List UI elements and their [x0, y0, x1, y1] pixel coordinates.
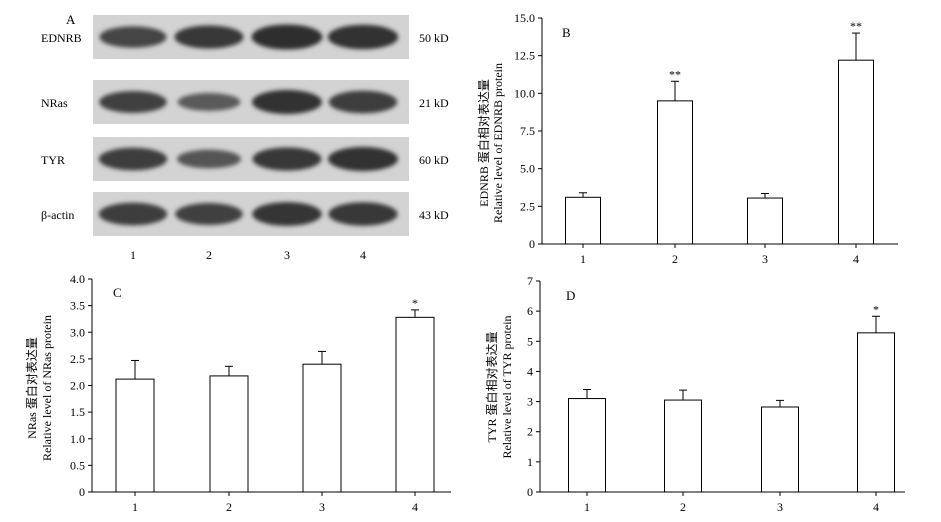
significance-marker: * [412, 296, 418, 310]
significance-marker: ** [850, 19, 862, 33]
nras-bar-chart: C NRas 蛋白对表达量 Relative level of NRas pro… [24, 272, 451, 514]
y-tick-label: 1 [527, 455, 533, 469]
ednrb-bar-chart: B EDNRB 蛋白相对表达量 Relative level of EDNRB … [476, 11, 898, 266]
blot-row: NRas 21 kD [41, 80, 449, 124]
bar [395, 316, 435, 493]
y-tick-label: 5.0 [520, 162, 535, 176]
y-tick-label: 15.0 [514, 11, 535, 25]
protein-label: TYR [41, 153, 65, 167]
molecular-weight-label: 21 kD [419, 96, 449, 110]
blot-row: TYR 60 kD [41, 137, 449, 181]
y-axis-label-en-c: Relative level of NRas protein [40, 315, 54, 461]
protein-label: NRas [41, 96, 68, 110]
bar [565, 196, 601, 245]
y-tick-label: 0 [529, 237, 535, 251]
blot-band [177, 149, 241, 169]
bar [568, 398, 606, 493]
significance-marker: ** [669, 67, 681, 81]
y-tick-label: 2.0 [70, 379, 85, 393]
y-axis-label-en-d: Relative level of TYR protein [500, 315, 514, 458]
protein-label: EDNRB [41, 31, 82, 45]
panel-label-c: C [113, 285, 122, 300]
x-tick-label: 3 [319, 500, 325, 514]
blot-band [328, 146, 398, 172]
western-blot-panel: A EDNRB 50 kD NRas 21 kD TYR 60 kD β-actin 43 k… [41, 12, 449, 262]
y-tick-label: 3.5 [70, 299, 85, 313]
blot-band [252, 89, 322, 115]
blot-band [328, 90, 398, 114]
y-tick-label: 2 [527, 425, 533, 439]
bar [664, 399, 702, 493]
blot-band [174, 25, 244, 49]
significance-marker: * [873, 302, 879, 316]
bar [747, 197, 783, 245]
bar [302, 363, 342, 493]
y-axis-label-cn-d: TYR 蛋白相对表达量 [484, 331, 499, 442]
y-tick-label: 1.5 [70, 405, 85, 419]
molecular-weight-label: 50 kD [419, 31, 449, 45]
blot-band [327, 24, 399, 50]
lane-label: 4 [360, 248, 366, 262]
blot-band [99, 90, 167, 114]
lane-label: 2 [206, 248, 212, 262]
x-tick-label: 2 [680, 500, 686, 514]
y-tick-label: 1.0 [70, 432, 85, 446]
blot-band [99, 26, 167, 48]
y-tick-label: 7.5 [520, 124, 535, 138]
blot-band [98, 147, 168, 171]
x-tick-label: 1 [580, 252, 586, 266]
x-tick-label: 4 [412, 500, 418, 514]
tyr-bar-chart: D TYR 蛋白相对表达量 Relative level of TYR prot… [484, 274, 905, 514]
bar [857, 332, 895, 493]
panel-label-d: D [566, 288, 575, 303]
lane-label: 1 [130, 248, 136, 262]
molecular-weight-label: 60 kD [419, 153, 449, 167]
panel-label-a: A [66, 12, 76, 27]
y-tick-label: 6 [527, 304, 533, 318]
molecular-weight-label: 43 kD [419, 208, 449, 222]
x-tick-label: 4 [853, 252, 859, 266]
x-tick-label: 4 [873, 500, 879, 514]
bar [209, 375, 249, 493]
protein-label: β-actin [41, 208, 74, 222]
blot-band [252, 147, 322, 171]
y-axis-label-cn-b: EDNRB 蛋白相对表达量 [476, 79, 491, 207]
x-tick-label: 3 [777, 500, 783, 514]
y-tick-label: 2.5 [520, 199, 535, 213]
y-tick-label: 2.5 [70, 352, 85, 366]
blot-band [251, 24, 323, 50]
y-tick-label: 0 [527, 485, 533, 499]
y-tick-label: 0.5 [70, 458, 85, 472]
bar [761, 406, 799, 493]
x-tick-label: 2 [672, 252, 678, 266]
blot-band [328, 202, 398, 226]
blot-band [98, 202, 168, 226]
y-axis-label-cn-c: NRas 蛋白对表达量 [24, 337, 39, 439]
bar [115, 378, 155, 493]
blot-row: β-actin 43 kD [41, 192, 449, 236]
y-axis-label-en-b: Relative level of EDNRB protein [491, 63, 505, 223]
blot-band [252, 202, 322, 226]
x-tick-label: 1 [132, 500, 138, 514]
y-tick-label: 0 [79, 485, 85, 499]
blot-band [175, 202, 243, 226]
y-tick-label: 7 [527, 274, 533, 288]
lane-label: 3 [284, 248, 290, 262]
blot-row: EDNRB 50 kD [41, 15, 449, 59]
x-tick-label: 1 [584, 500, 590, 514]
y-tick-label: 5 [527, 334, 533, 348]
y-tick-label: 12.5 [514, 49, 535, 63]
bar [657, 100, 693, 245]
blot-band [177, 93, 241, 111]
x-tick-label: 2 [226, 500, 232, 514]
y-tick-label: 10.0 [514, 86, 535, 100]
x-tick-label: 3 [762, 252, 768, 266]
y-tick-label: 4 [527, 364, 533, 378]
panel-label-b: B [562, 25, 571, 40]
y-tick-label: 3 [527, 395, 533, 409]
bar [838, 59, 874, 245]
y-tick-label: 3.0 [70, 325, 85, 339]
y-tick-label: 4.0 [70, 272, 85, 286]
